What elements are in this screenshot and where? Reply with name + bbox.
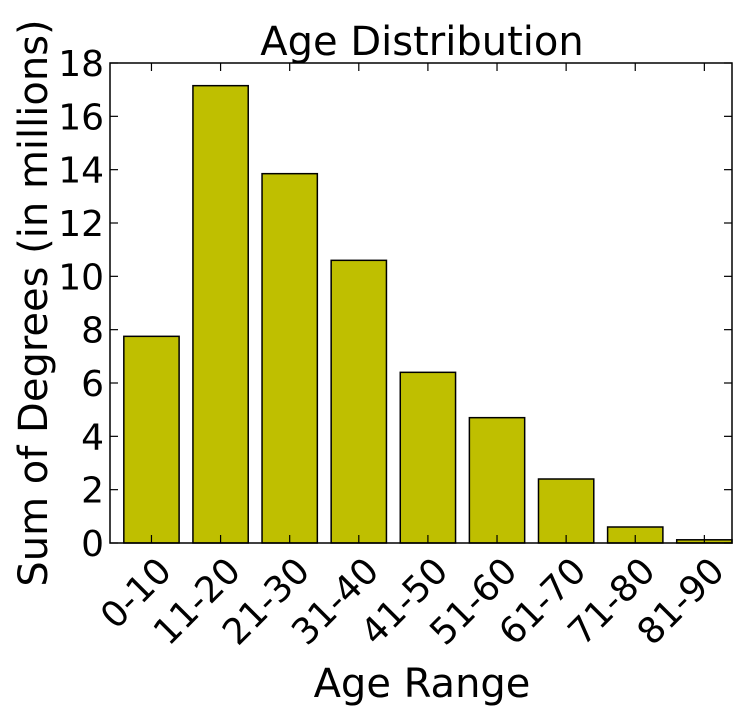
bars-group [123,84,733,544]
y-tick-label-6: 6 [81,364,104,405]
x-tick-labels: 0-1011-2021-3031-4041-5051-6061-7071-808… [93,550,733,653]
chart-title: Age Distribution [260,19,583,65]
bar-51-60 [468,416,526,544]
y-tick-labels: 0 2 4 6 8 10 12 14 16 18 [58,44,104,565]
y-tick-label-8: 8 [81,311,104,352]
y-axis-label: Sum of Degrees (in millions) [11,19,57,586]
plot-frame [109,62,733,544]
y-tick-label-14: 14 [58,151,104,192]
y-tick-label-10: 10 [58,257,104,298]
bar-31-40 [330,259,388,544]
y-tick-label-2: 2 [81,471,104,512]
y-tick-label-18: 18 [58,44,104,85]
bar-41-50 [399,371,457,544]
bar-0-10 [123,335,180,544]
y-tick-label-12: 12 [58,204,104,245]
y-tick-label-4: 4 [81,417,104,458]
bar-21-30 [261,172,319,544]
bar-61-70 [537,478,595,544]
x-axis-label: Age Range [314,661,531,707]
y-tick-label-16: 16 [58,97,104,138]
y-tick-label-0: 0 [81,524,104,565]
bar-11-20 [192,84,249,544]
